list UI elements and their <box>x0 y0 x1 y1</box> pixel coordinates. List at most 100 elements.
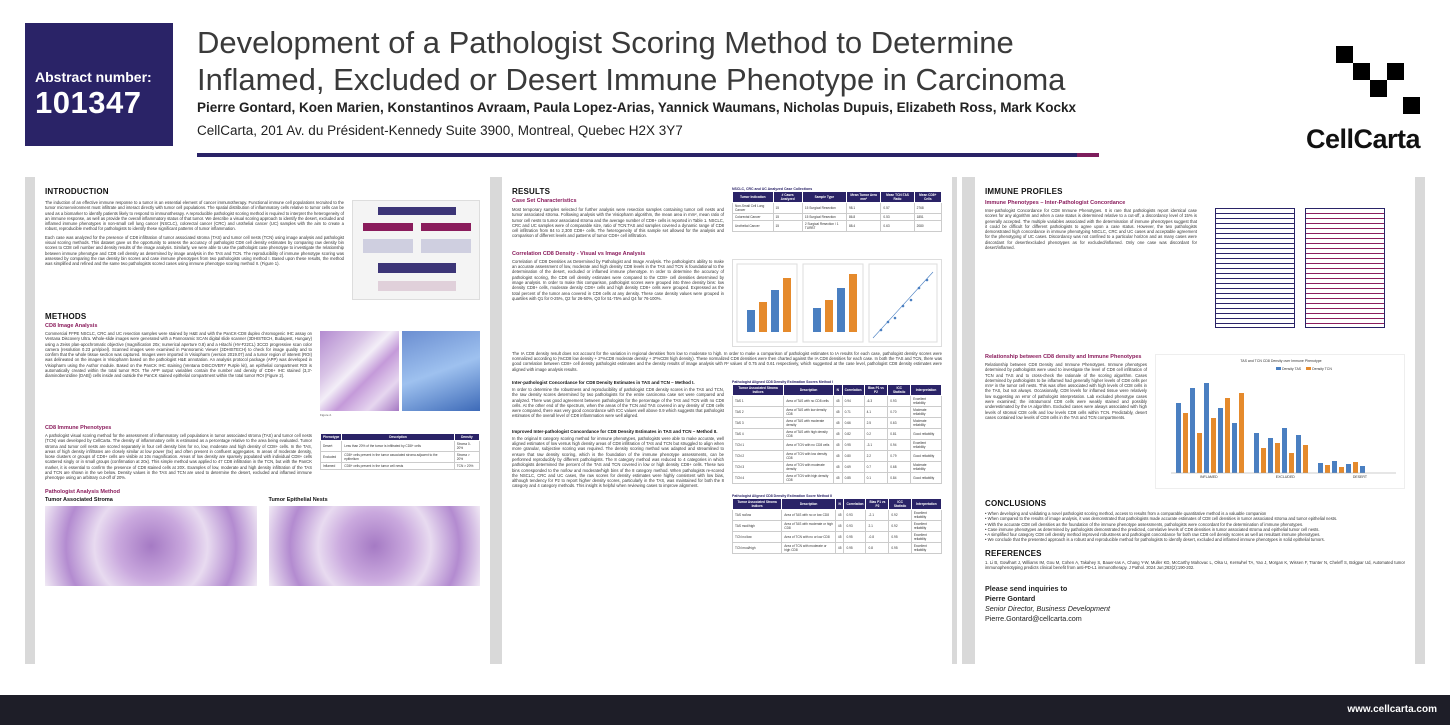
table-cell: 2.2 <box>863 449 889 462</box>
references-heading: REFERENCES <box>985 548 1042 558</box>
table-cell: 0.80 <box>841 449 865 462</box>
table-cell: Area of TCN with moderate or high CD8 <box>781 541 836 554</box>
logo-mark-icon <box>1336 46 1420 114</box>
abstract-label: Abstract number: <box>35 69 152 85</box>
table-cell: Excellent reliability <box>910 519 943 532</box>
table-3: Tumor Associated Stroma Indices Descripti… <box>731 497 943 554</box>
inter-method1-heading: Inter-pathologist Concordance for CD8 De… <box>512 379 695 385</box>
table-cell: Good reliability <box>910 427 942 440</box>
table-header-cell: Correlation <box>843 497 867 510</box>
table-row: TAS 1 Area of TAS with no CD8 cells 45 0.94… <box>731 394 942 407</box>
bar-mark <box>1197 433 1202 473</box>
x-label-excluded: EXCLUDED <box>1275 475 1295 479</box>
table-cell: Area of TAS with moderate or high CD8 <box>781 519 836 532</box>
table-cell: 0.81 <box>887 427 912 440</box>
table-cell: Moderate reliability <box>910 416 942 429</box>
bar-mark <box>1190 388 1195 473</box>
table-cell: 86.8 <box>845 213 882 221</box>
table-header-cell: Mean CD8+ Cells <box>913 191 943 203</box>
table-cell: TCN no/low <box>731 530 783 543</box>
contact-role: Senior Director, Business Development <box>985 604 1111 614</box>
table-header-cell: N <box>833 383 843 396</box>
table-cell: CD8+ cells present in the tumor cell nes… <box>341 462 455 470</box>
table-cell: 0.93 <box>887 394 912 407</box>
legend-tcn: Density TCN <box>1312 367 1332 371</box>
immune-profiles-heading: IMMUNE PROFILES <box>985 187 1063 196</box>
table-cell: Stroma > 20% <box>453 451 481 463</box>
table-cell: Area of TCN with no or low CD8 <box>781 530 836 543</box>
conclusion-item: • With the accurate CD8 cell densities a… <box>985 521 1304 527</box>
cd8-image-analysis-heading: CD8 Image Analysis <box>45 323 98 329</box>
table-header-cell: Bias P1 vs P2 <box>863 383 889 396</box>
table-cell: 2.1 <box>865 519 890 532</box>
bar-mark <box>1360 466 1365 473</box>
cd8-density-bar-chart: TAS and TCN CD8 Density over Immune Phen… <box>1155 354 1405 489</box>
table-cell: 15 <box>772 202 803 214</box>
table-cell: 98.1 <box>845 202 882 214</box>
legend-tas: Density TAS <box>1281 367 1302 371</box>
table-cell: 45 <box>834 530 845 543</box>
table-cell: TAS mod/high <box>731 519 783 532</box>
table-1: Tumor Indication # Cases Analyzed Sample T… <box>732 191 943 232</box>
table-cell: TAS 3 <box>731 416 785 429</box>
bar-mark <box>1275 443 1280 473</box>
x-label-inflamed: INFLAMED <box>1200 475 1218 479</box>
table-cell: 0.95 <box>888 530 912 543</box>
table-header-cell: Mean TCN:TAS Ratio <box>880 191 915 203</box>
footer-url-link[interactable]: www.cellcarta.com <box>1347 704 1437 715</box>
table-cell: Excellent reliability <box>910 508 943 521</box>
bar-mark <box>1268 438 1273 473</box>
table-cell: 0.66 <box>841 416 865 429</box>
contact-email-link[interactable]: Pierre.Gontard@cellcarta.com <box>985 614 1082 624</box>
table-row: Excluded CD8+ cells present in the tumor … <box>319 451 481 463</box>
bar-mark <box>1339 467 1344 473</box>
table-cell: 4.1 <box>863 405 889 418</box>
table-cell: 0.68 <box>887 460 912 473</box>
table-cell: 0.7 <box>863 460 889 473</box>
table-header-cell: Mean Tumor Area mm² <box>845 191 882 203</box>
inter-method1-text: In order to determine the robustness and… <box>512 386 724 419</box>
table-cell: 45 <box>833 471 843 484</box>
table-row: TCN no/low Area of TCN with no or low CD8… <box>731 530 943 543</box>
table-cell: 0.1 <box>863 471 889 484</box>
table-header-cell: Description <box>783 383 835 396</box>
table3-title: Pathologist Aligned CD8 Density Estimati… <box>732 493 833 498</box>
header-rule-accent <box>1077 153 1099 157</box>
bar-mark <box>1325 465 1330 473</box>
table-cell: 2 Surgical Resection / 1 TURBT <box>801 220 847 232</box>
cd8-image-text: Commercial FFPE NSCLC, CRC and UC resect… <box>45 331 312 379</box>
table-cell: TAS no/low <box>731 508 783 521</box>
table-cell: TCN 3 <box>731 460 785 473</box>
table-cell: 0.85 <box>841 471 865 484</box>
inter-method2-text: In the original 8 category scoring metho… <box>512 435 724 489</box>
cd8-phenotypes-text: A pathologist visual scoring method for … <box>45 433 312 481</box>
conclusion-item: • A simplified four category CD8 cell de… <box>985 532 1321 538</box>
header-rule <box>197 153 1077 157</box>
relationship-heading: Relationship between CD8 density and Imm… <box>985 354 1142 360</box>
ipc-text: Inter-pathologist Concordance for CD8 Im… <box>985 208 1197 251</box>
table-cell: 0.63 <box>887 416 912 429</box>
contact-block: Please send inquiries to Pierre Gontard … <box>985 584 1405 624</box>
inquiry-label: Please send inquiries to <box>985 584 1068 594</box>
correlation-text-2: The IA CD8 density result does not accou… <box>512 350 942 372</box>
table-cell: 0.2 <box>863 427 889 440</box>
table-row: Non-Small Cell Lung Cancer 15 15 Surgical … <box>732 202 943 214</box>
table-cell: 0.93 <box>843 508 867 521</box>
ten-label: Tumor Epithelial Nests <box>268 496 328 503</box>
table-cell: 15 <box>772 213 803 221</box>
table-cell: Excluded <box>319 451 343 463</box>
bar-mark <box>1346 464 1351 473</box>
conclusions-heading: CONCLUSIONS <box>985 499 1047 508</box>
correlation-text: Correlation of CD8 Densities as Determin… <box>512 258 724 301</box>
table-row: Desert Less than 20% of the tumor is infi… <box>319 440 481 452</box>
table-cell: TAS 1 <box>731 394 785 407</box>
table-cell: Area of TCN with no CD8 cells <box>783 438 835 451</box>
table-cell: 15 Surgical Resection <box>801 213 847 221</box>
table-cell: Moderate reliability <box>910 460 942 473</box>
bar-mark <box>1239 393 1244 473</box>
bar-mark <box>1303 445 1308 473</box>
phenotype-table: Phenotype Description Density Desert Less t… <box>319 433 481 470</box>
ten-image <box>268 505 480 586</box>
table-cell: Excellent reliability <box>910 394 942 407</box>
table-cell: 0.93 <box>843 519 867 532</box>
